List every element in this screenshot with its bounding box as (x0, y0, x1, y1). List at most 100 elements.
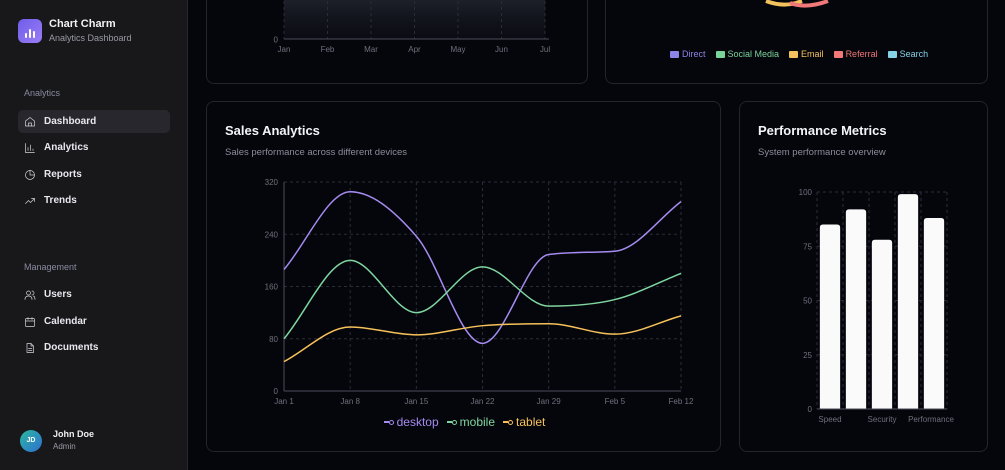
legend-swatch (887, 50, 897, 58)
performance-metrics-card: Performance Metrics System performance o… (739, 101, 988, 452)
sales-line-chart: 0 80 160 240 320 Jan 1 Jan 8 Jan 15 Jan 22 Jan 29… (265, 178, 694, 406)
pie-chart-bottom (765, 0, 829, 8)
bar (923, 218, 945, 409)
x-tick-label: Jun (495, 45, 508, 54)
home-icon (25, 116, 35, 126)
legend-item[interactable]: Direct (670, 49, 706, 59)
x-tick-label: Feb 12 (669, 397, 694, 406)
sidebar-item-label: Dashboard (44, 116, 97, 127)
legend-label: mobile (459, 415, 496, 429)
legend-item[interactable]: tablet (503, 415, 545, 429)
user-name: John Doe (53, 429, 95, 439)
pie-slice-referral (789, 0, 829, 8)
document-icon (26, 342, 34, 353)
card-subtitle: System performance overview (758, 147, 886, 158)
sales-analytics-card: Sales Analytics Sales performance across… (206, 101, 721, 452)
x-tick-label: Jan 15 (404, 397, 429, 406)
y-tick-label: 80 (269, 335, 278, 344)
users-icon (24, 290, 36, 300)
x-tick-label: Security (868, 415, 897, 424)
card-title: Sales Analytics (225, 123, 320, 138)
calendar-icon (25, 316, 35, 327)
top-pie-chart-card: Direct Social Media Email Referral Search (605, 0, 988, 84)
sidebar-item-dashboard[interactable]: Dashboard (18, 110, 170, 133)
legend-swatch (789, 50, 799, 58)
user-role: Admin (53, 442, 76, 451)
y-tick-label: 0 (274, 36, 279, 45)
y-tick-label: 25 (803, 351, 812, 360)
avatar: JD (20, 429, 42, 452)
bar (897, 194, 919, 409)
chart-logo-icon (18, 19, 42, 43)
bar (819, 224, 841, 409)
legend-item[interactable]: mobile (446, 415, 496, 429)
legend-line-icon (383, 419, 394, 425)
legend-label: tablet (516, 415, 546, 429)
sidebar-item-label: Calendar (44, 316, 87, 327)
sidebar-item-reports[interactable]: Reports (18, 163, 170, 186)
x-tick-label: Jan 29 (537, 397, 562, 406)
legend-label: Direct (682, 49, 706, 59)
legend-label: Email (801, 49, 824, 59)
legend-line-icon (503, 419, 514, 425)
legend-item[interactable]: Social Media (715, 49, 780, 59)
top-area-chart: 0 Jan Feb Mar Apr May Jun Jul (274, 0, 550, 54)
sidebar-item-label: Analytics (44, 142, 89, 153)
series-line-mobile (283, 259, 682, 340)
y-tick-label: 50 (803, 297, 812, 306)
card-title: Performance Metrics (758, 123, 887, 138)
y-tick-label: 0 (808, 405, 813, 414)
grid-lines (283, 0, 546, 39)
card-subtitle: Sales performance across different devic… (225, 147, 407, 158)
y-tick-label: 0 (274, 387, 279, 396)
x-tick-label: Feb 5 (605, 397, 626, 406)
x-tick-label: Performance (908, 415, 954, 424)
legend-label: Social Media (727, 49, 780, 59)
sidebar-item-documents[interactable]: Documents (18, 336, 170, 359)
legend-item[interactable]: desktop (383, 415, 439, 429)
legend-swatch (715, 50, 725, 58)
sidebar-item-calendar[interactable]: Calendar (18, 310, 170, 333)
nav-section-analytics: Analytics (24, 88, 61, 98)
legend-label: Referral (845, 49, 878, 59)
sidebar-item-users[interactable]: Users (18, 283, 170, 306)
legend-item[interactable]: Search (887, 49, 929, 59)
bar (871, 239, 893, 409)
sidebar-item-analytics[interactable]: Analytics (18, 136, 170, 159)
y-tick-label: 320 (265, 178, 279, 187)
sidebar-item-label: Users (44, 289, 72, 300)
legend-swatch (670, 50, 679, 58)
x-tick-label: Apr (408, 45, 421, 54)
legend-line-icon (446, 419, 457, 425)
trending-up-icon (25, 197, 35, 204)
y-tick-label: 160 (265, 283, 279, 292)
x-tick-label: Jan 8 (340, 397, 360, 406)
x-tick-label: Jan 1 (274, 397, 294, 406)
legend-item[interactable]: Referral (833, 49, 878, 59)
x-tick-label: Jan (278, 45, 291, 54)
top-area-chart-card: 0 Jan Feb Mar Apr May Jun Jul (206, 0, 588, 84)
legend-label: desktop (396, 415, 439, 429)
series-line-tablet (283, 315, 682, 363)
user-profile[interactable]: JD John Doe Admin (20, 429, 94, 452)
nav-section-management: Management (24, 262, 77, 272)
bar (845, 209, 867, 409)
x-tick-label: May (450, 45, 465, 54)
brand[interactable]: Chart Charm Analytics Dashboard (18, 18, 132, 44)
x-tick-label: Jul (540, 45, 550, 54)
legend-label: Search (899, 49, 929, 59)
performance-bar-chart: 0 25 50 75 100 Speed Security Performance (799, 188, 955, 424)
legend-swatch (833, 50, 843, 58)
brand-subtitle: Analytics Dashboard (49, 33, 132, 43)
sidebar-item-label: Reports (44, 169, 82, 180)
bar-chart-icon (25, 142, 35, 153)
x-tick-label: Feb (321, 45, 335, 54)
sidebar-item-trends[interactable]: Trends (18, 189, 170, 212)
pie-legend: Direct Social Media Email Referral Search (670, 49, 928, 59)
sidebar: Chart Charm Analytics Dashboard Analytic… (0, 0, 188, 470)
y-tick-label: 100 (799, 188, 813, 197)
sales-legend: desktop mobile tablet (207, 415, 722, 429)
legend-item[interactable]: Email (789, 49, 824, 59)
sidebar-item-label: Trends (44, 195, 77, 206)
